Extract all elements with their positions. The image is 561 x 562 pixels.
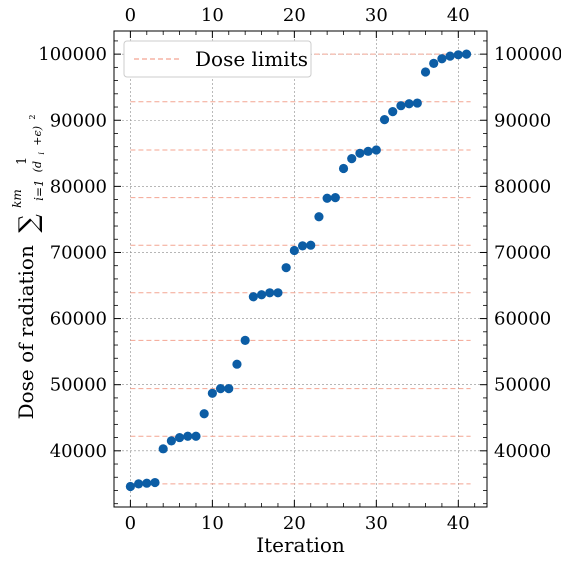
data-point [379, 114, 390, 125]
data-point [404, 99, 414, 109]
plot-frame [113, 30, 488, 508]
x-tick-label-top: 10 [201, 5, 224, 26]
y-tick-label: 90000 [50, 110, 107, 131]
data-point [396, 101, 406, 111]
data-point [445, 51, 455, 61]
y-axis-sum-upper: km [10, 189, 24, 208]
y-tick-label-right: 70000 [494, 242, 551, 263]
data-point [133, 479, 144, 489]
y-tick-label-right: 100000 [494, 44, 561, 65]
svg-text:Dose of radiation ∑: Dose of radiation ∑ km i=1 1 (d i +ϵ) 2 [2, 115, 49, 420]
y-axis-fraction-rest: +ϵ) [31, 126, 44, 146]
axis-ticks [113, 31, 487, 507]
y-axis-fraction-denominator: (d [31, 161, 44, 172]
x-tick-label-top: 20 [283, 5, 306, 26]
data-point [191, 431, 201, 441]
data-point [429, 58, 439, 68]
data-point [232, 359, 242, 369]
data-point [338, 163, 349, 174]
y-tick-label-right: 40000 [494, 441, 551, 462]
y-tick-label: 70000 [50, 242, 107, 263]
data-points [125, 49, 472, 492]
data-point [150, 477, 160, 488]
dose-limit-lines [130, 53, 471, 485]
y-axis-fraction-numerator: 1 [15, 157, 30, 165]
x-tick-label-top: 30 [365, 5, 388, 26]
x-tick-label: 30 [365, 513, 388, 534]
data-point [265, 288, 275, 298]
data-point [388, 107, 398, 117]
y-axis-fraction-exponent: 2 [28, 115, 37, 120]
y-tick-label-right: 80000 [494, 176, 551, 197]
legend-box [123, 40, 312, 78]
data-point [322, 193, 332, 203]
y-tick-label: 40000 [50, 441, 107, 462]
grid-lines [114, 31, 487, 507]
y-axis-sum-symbol: ∑ [14, 214, 44, 233]
data-point [207, 388, 217, 398]
y-tick-label: 50000 [50, 375, 107, 396]
y-axis-sum-lower: i=1 [32, 179, 46, 201]
data-point [224, 384, 234, 394]
data-point [297, 241, 308, 251]
data-point [461, 49, 472, 59]
y-tick-label-right: 60000 [494, 309, 551, 330]
x-tick-label-top: 40 [447, 5, 470, 26]
data-point [281, 263, 291, 273]
data-point [355, 148, 365, 158]
data-point [273, 288, 283, 298]
y-tick-label: 60000 [50, 309, 107, 330]
data-point [199, 409, 209, 419]
x-tick-label-top: 0 [125, 5, 136, 26]
data-point [314, 212, 324, 222]
x-tick-label: 20 [283, 513, 306, 534]
data-point [183, 431, 193, 441]
data-point [306, 240, 316, 250]
x-tick-label: 0 [125, 513, 136, 534]
data-point [215, 384, 226, 394]
y-tick-label: 80000 [50, 176, 107, 197]
data-point [289, 245, 299, 256]
legend: Dose limits [123, 40, 312, 78]
data-point [330, 193, 340, 203]
y-tick-label: 100000 [38, 44, 107, 65]
x-axis-label: Iteration [256, 533, 345, 557]
data-point [174, 432, 185, 443]
data-point [412, 98, 422, 108]
data-point [142, 478, 152, 488]
data-point [437, 54, 447, 64]
legend-label: Dose limits [195, 47, 308, 71]
data-point [363, 146, 373, 156]
data-point [240, 335, 250, 345]
data-point [256, 290, 267, 300]
x-tick-label: 10 [201, 513, 224, 534]
data-point [158, 444, 168, 454]
data-point [371, 145, 381, 155]
data-point [166, 436, 176, 446]
y-axis-fraction-subscript: i [37, 152, 46, 155]
data-point [420, 67, 431, 77]
data-point [125, 481, 135, 492]
y-axis-label-text: Dose of radiation [14, 245, 38, 419]
x-tick-label: 40 [447, 513, 470, 534]
tick-labels: 0 0 10 10 20 20 30 30 40 40 40000 40000 50000 50000 60… [38, 5, 561, 534]
data-point [453, 50, 463, 60]
y-axis-label: Dose of radiation ∑ km i=1 1 (d i +ϵ) 2 [2, 115, 49, 420]
y-tick-label-right: 90000 [494, 110, 551, 131]
y-tick-label-right: 50000 [494, 375, 551, 396]
data-point [347, 153, 357, 164]
data-point [248, 292, 258, 302]
